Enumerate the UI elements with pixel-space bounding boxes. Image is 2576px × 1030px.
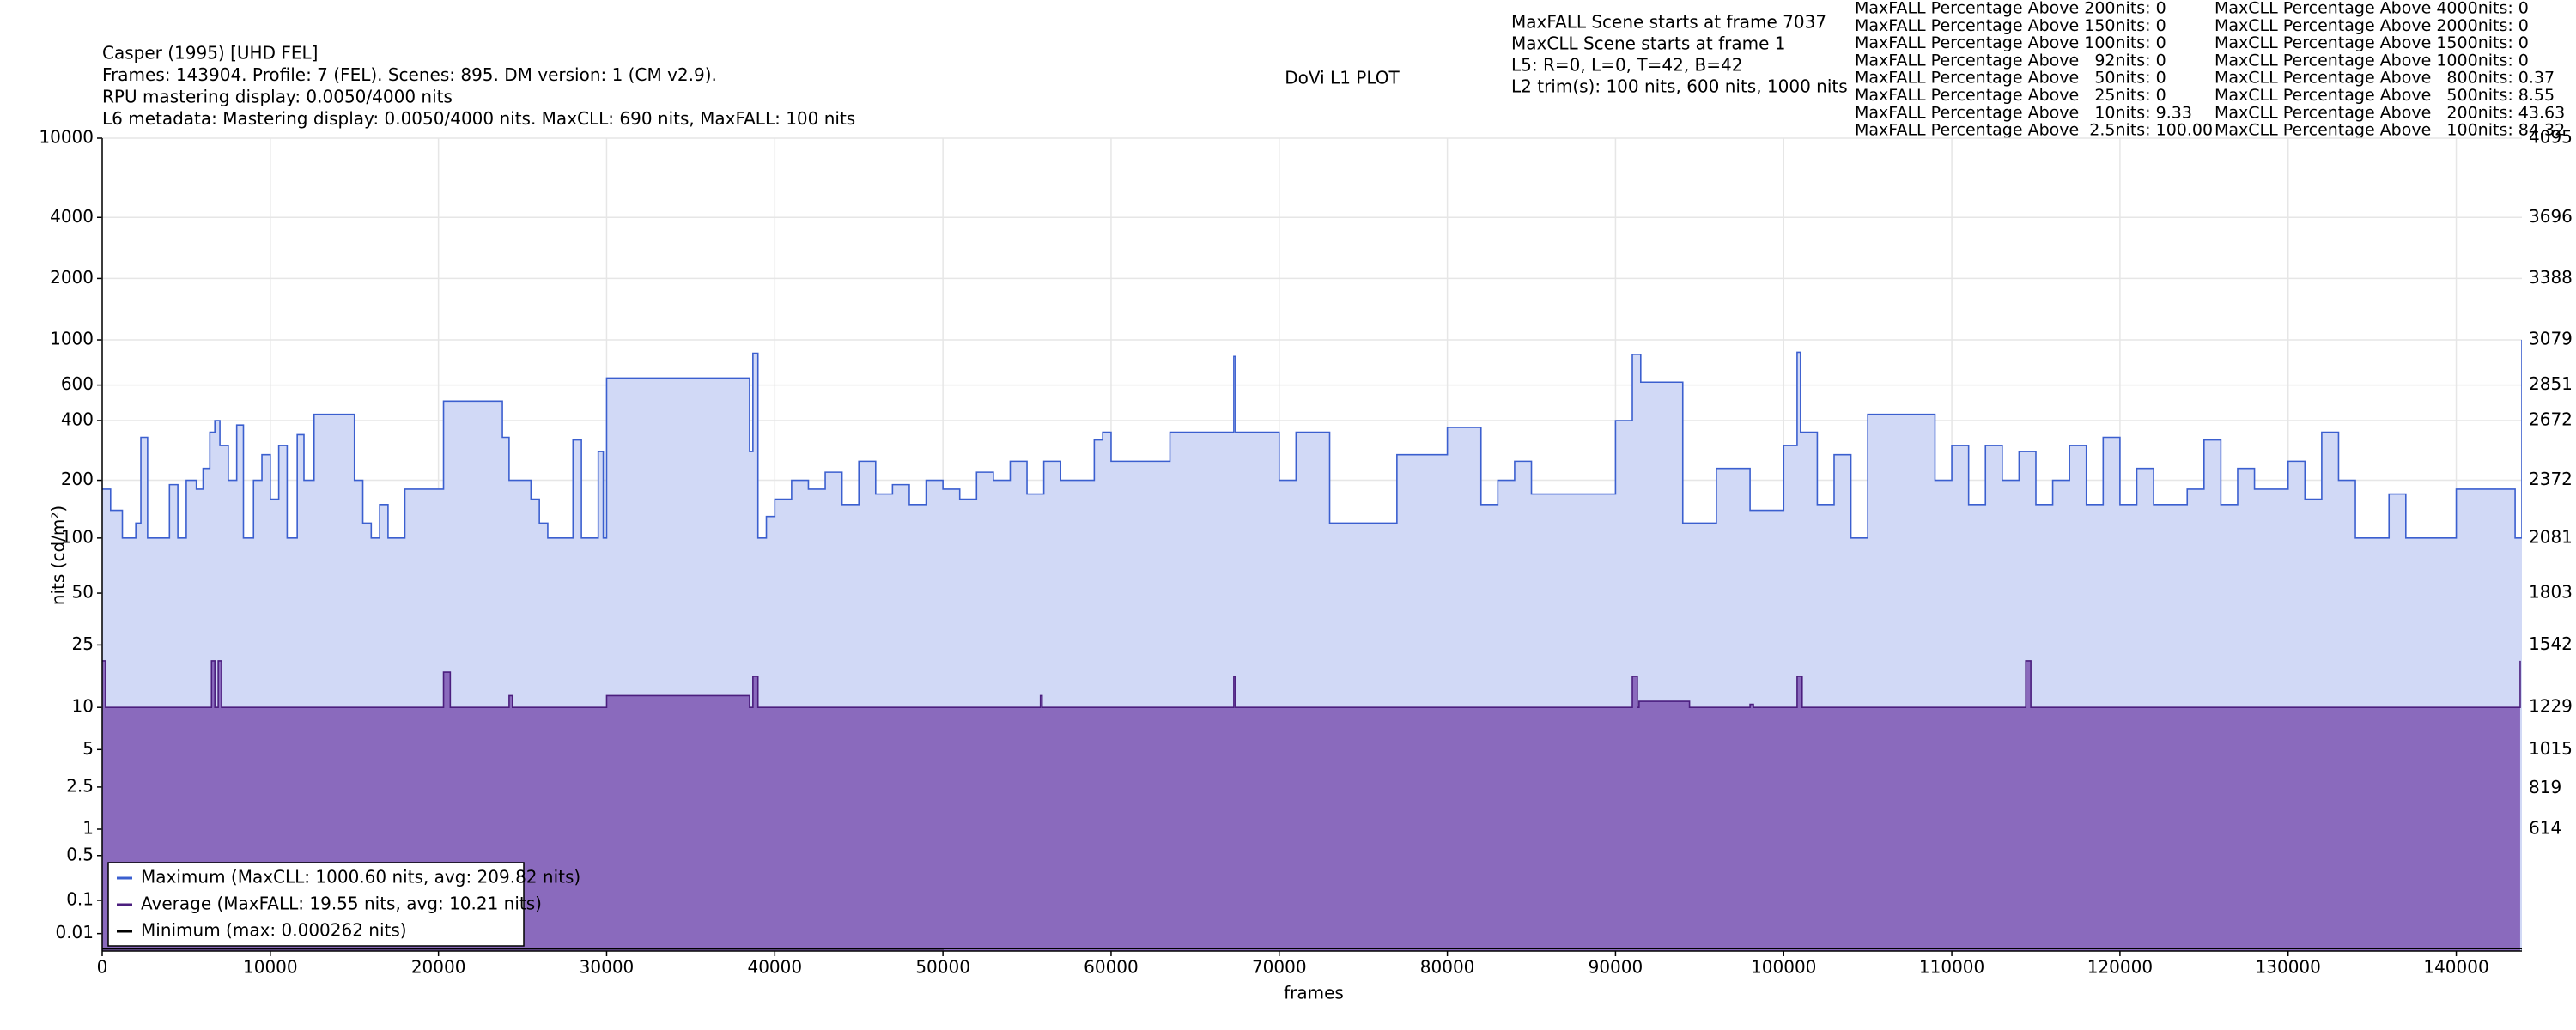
y2-tick-label: 1542 bbox=[2529, 633, 2573, 654]
stat-line: MaxCLL Percentage Above 1500nits: 0 bbox=[2215, 33, 2529, 52]
x-axis-label: frames bbox=[1284, 983, 1344, 1003]
y-tick-label: 1 bbox=[82, 818, 94, 839]
x-tick-label: 140000 bbox=[2423, 957, 2488, 978]
stat-line: MaxCLL Percentage Above 2000nits: 0 bbox=[2215, 16, 2529, 35]
y2-tick-label: 2081 bbox=[2529, 526, 2573, 547]
x-tick-label: 40000 bbox=[747, 957, 802, 978]
y-tick-label: 25 bbox=[72, 633, 94, 654]
info-line: L2 trim(s): 100 nits, 600 nits, 1000 nit… bbox=[1511, 76, 1848, 97]
series-line bbox=[102, 660, 2521, 708]
x-tick-label: 120000 bbox=[2087, 957, 2153, 978]
y2-tick-label: 2851 bbox=[2529, 373, 2573, 394]
legend-label: Maximum (MaxCLL: 1000.60 nits, avg: 209.… bbox=[141, 867, 580, 888]
x-tick-label: 110000 bbox=[1919, 957, 1984, 978]
stat-line: MaxCLL Percentage Above 4000nits: 0 bbox=[2215, 0, 2529, 18]
y-tick-label: 10000 bbox=[39, 127, 94, 148]
y-tick-label: 0.5 bbox=[66, 844, 94, 864]
x-tick-label: 80000 bbox=[1420, 957, 1475, 978]
stat-line: MaxCLL Percentage Above 1000nits: 0 bbox=[2215, 51, 2529, 70]
y2-tick-label: 1015 bbox=[2529, 738, 2573, 759]
info-line: Frames: 143904. Profile: 7 (FEL). Scenes… bbox=[102, 64, 717, 85]
y2-tick-label: 3388 bbox=[2529, 267, 2573, 288]
y2-tick-label: 2372 bbox=[2529, 469, 2573, 489]
info-line: RPU mastering display: 0.0050/4000 nits bbox=[102, 87, 453, 107]
y-tick-label: 100 bbox=[61, 526, 94, 547]
x-tick-label: 60000 bbox=[1084, 957, 1139, 978]
x-tick-label: 10000 bbox=[243, 957, 298, 978]
chart-title: DoVi L1 PLOT bbox=[1285, 68, 1400, 88]
y-tick-label: 1000 bbox=[50, 329, 94, 349]
y-tick-label: 0.1 bbox=[66, 888, 94, 909]
info-line: L5: R=0, L=0, T=42, B=42 bbox=[1511, 55, 1742, 76]
y2-tick-label: 3696 bbox=[2529, 206, 2573, 227]
y-tick-label: 400 bbox=[61, 409, 94, 430]
y2-tick-label: 614 bbox=[2529, 818, 2561, 839]
x-tick-label: 90000 bbox=[1589, 957, 1643, 978]
y2-tick-label: 4095 bbox=[2529, 127, 2573, 148]
x-tick-label: 20000 bbox=[411, 957, 466, 978]
info-line: MaxCLL Scene starts at frame 1 bbox=[1511, 33, 1786, 54]
y-tick-label: 50 bbox=[72, 582, 94, 603]
x-tick-label: 100000 bbox=[1751, 957, 1816, 978]
stat-line: MaxFALL Percentage Above 92nits: 0 bbox=[1855, 51, 2166, 70]
y2-tick-label: 1803 bbox=[2529, 582, 2573, 603]
y-tick-label: 2000 bbox=[50, 267, 94, 288]
x-tick-label: 30000 bbox=[580, 957, 635, 978]
x-tick-label: 130000 bbox=[2256, 957, 2321, 978]
legend-label: Minimum (max: 0.000262 nits) bbox=[141, 920, 407, 941]
stat-line: MaxCLL Percentage Above 200nits: 43.63 bbox=[2215, 103, 2565, 122]
plot-area bbox=[102, 340, 2522, 951]
stat-line: MaxCLL Percentage Above 500nits: 8.55 bbox=[2215, 86, 2555, 105]
y-tick-label: 4000 bbox=[50, 206, 94, 227]
y2-tick-label: 819 bbox=[2529, 777, 2561, 797]
stat-line: MaxFALL Percentage Above 200nits: 0 bbox=[1855, 0, 2166, 18]
y2-tick-label: 2672 bbox=[2529, 409, 2573, 430]
y-tick-label: 600 bbox=[61, 373, 94, 394]
stat-line: MaxFALL Percentage Above 25nits: 0 bbox=[1855, 86, 2166, 105]
y-tick-label: 2.5 bbox=[66, 775, 94, 796]
legend-box bbox=[107, 862, 525, 947]
info-line: L6 metadata: Mastering display: 0.0050/4… bbox=[102, 108, 855, 129]
x-tick-label: 50000 bbox=[915, 957, 970, 978]
y-tick-label: 0.01 bbox=[55, 922, 94, 942]
info-line: Casper (1995) [UHD FEL] bbox=[102, 43, 318, 64]
stat-line: MaxFALL Percentage Above 50nits: 0 bbox=[1855, 69, 2166, 88]
x-tick-label: 70000 bbox=[1252, 957, 1307, 978]
y-axis-label: nits (cd/m²) bbox=[48, 506, 69, 605]
stat-line: MaxFALL Percentage Above 100nits: 0 bbox=[1855, 33, 2166, 52]
y-tick-label: 10 bbox=[72, 696, 94, 717]
y2-tick-label: 3079 bbox=[2529, 328, 2573, 348]
stat-line: MaxFALL Percentage Above 150nits: 0 bbox=[1855, 16, 2166, 35]
legend-label: Average (MaxFALL: 19.55 nits, avg: 10.21… bbox=[141, 894, 542, 914]
y-tick-label: 5 bbox=[82, 738, 94, 759]
series-area bbox=[102, 660, 2520, 951]
y2-tick-label: 1229 bbox=[2529, 695, 2573, 716]
info-line: MaxFALL Scene starts at frame 7037 bbox=[1511, 12, 1826, 33]
series-line bbox=[102, 340, 2522, 539]
stat-line: MaxFALL Percentage Above 10nits: 9.33 bbox=[1855, 103, 2192, 122]
stat-line: MaxCLL Percentage Above 800nits: 0.37 bbox=[2215, 69, 2555, 88]
stat-line: MaxCLL Percentage Above 100nits: 84.32 bbox=[2215, 121, 2565, 140]
series-line bbox=[102, 948, 2522, 950]
y-tick-label: 200 bbox=[61, 469, 94, 489]
x-tick-label: 0 bbox=[97, 957, 108, 978]
stat-line: MaxFALL Percentage Above 2.5nits: 100.00 bbox=[1855, 121, 2213, 140]
